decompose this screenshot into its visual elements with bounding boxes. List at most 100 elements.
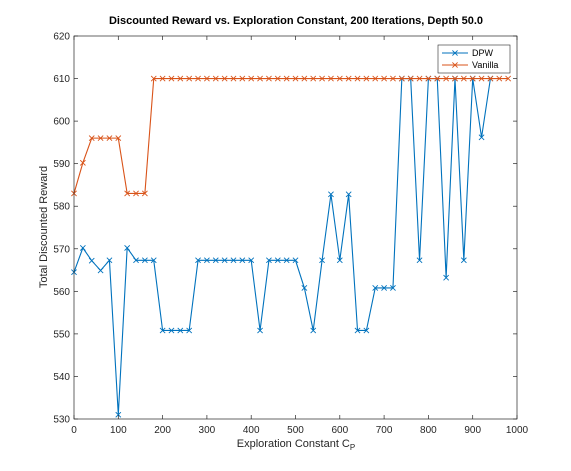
data-point (434, 75, 441, 82)
x-tick-label: 0 (71, 425, 77, 436)
data-point (319, 257, 325, 264)
x-tick-label: 500 (287, 425, 304, 436)
x-tick-label: 900 (464, 425, 481, 436)
data-point (141, 257, 148, 264)
data-point (283, 257, 290, 264)
data-point (310, 75, 317, 82)
data-point (115, 411, 122, 418)
data-point (478, 134, 485, 141)
data-point (133, 190, 139, 197)
data-point (159, 75, 166, 82)
legend-marker (452, 50, 458, 56)
data-point (266, 75, 272, 82)
series-line-dpw (73, 78, 491, 415)
data-point (390, 285, 396, 291)
x-tick-label: 1000 (506, 425, 529, 436)
data-point (212, 75, 219, 82)
data-point (168, 327, 175, 334)
data-point (79, 245, 86, 251)
legend-item-dpw: DPW (442, 48, 494, 58)
data-point (159, 327, 166, 334)
legend-label: DPW (472, 48, 494, 58)
y-tick-label: 540 (53, 372, 70, 383)
data-point (487, 75, 494, 82)
data-point (248, 257, 255, 264)
x-tick-label: 800 (420, 425, 437, 436)
data-point (345, 191, 352, 198)
data-point (266, 257, 272, 264)
data-point (345, 75, 352, 82)
data-point (443, 75, 450, 82)
data-point (141, 190, 148, 197)
data-point (150, 75, 157, 82)
data-point (186, 75, 193, 82)
data-point (496, 75, 503, 82)
data-point (124, 190, 131, 197)
data-point (460, 257, 467, 264)
data-point (301, 75, 308, 82)
data-point (150, 257, 157, 264)
data-point (177, 327, 184, 334)
series-vanilla (71, 75, 512, 197)
x-axis-label: Exploration Constant CP (237, 438, 355, 452)
data-point (106, 135, 113, 142)
data-point (203, 75, 210, 82)
data-point (124, 245, 131, 251)
data-point (274, 257, 281, 264)
data-point (248, 75, 255, 82)
ticks-layer: 0 100 200 300 400 500 600 700 800 900 1000 530 540 55… (53, 32, 528, 437)
data-point (292, 257, 299, 264)
x-tick-label: 400 (243, 425, 260, 436)
data-point (177, 75, 184, 82)
data-point (407, 75, 414, 82)
data-point (363, 327, 370, 334)
data-point (88, 257, 95, 264)
data-point (460, 75, 467, 82)
y-tick-label: 620 (53, 32, 70, 43)
data-point (195, 257, 201, 264)
data-point (505, 75, 512, 82)
legend-label: Vanilla (472, 60, 498, 70)
x-axis-label-subscript: P (350, 443, 355, 452)
x-axis-label-main: Exploration Constant C (237, 438, 350, 450)
data-point (283, 75, 290, 82)
data-point (390, 75, 396, 82)
legend-box (437, 44, 511, 74)
data-point (319, 75, 325, 82)
y-tick-label: 530 (53, 415, 70, 426)
data-point (398, 75, 405, 82)
data-point (301, 285, 308, 291)
x-tick-label: 300 (199, 425, 216, 436)
data-point (425, 75, 432, 82)
data-point (106, 257, 113, 264)
x-tick-label: 600 (331, 425, 348, 436)
data-point (239, 75, 246, 82)
series-dpw (71, 75, 494, 418)
data-point (133, 257, 139, 264)
data-point (354, 327, 361, 334)
data-point (381, 75, 388, 82)
y-axis-label: Total Discounted Reward (38, 166, 50, 288)
data-point (257, 327, 263, 334)
data-point (79, 159, 86, 166)
y-tick-label: 580 (53, 202, 70, 213)
data-point (168, 75, 175, 82)
data-point (88, 135, 95, 142)
data-point (221, 75, 228, 82)
data-point (416, 257, 423, 264)
x-tick-label: 100 (110, 425, 127, 436)
data-point (381, 285, 388, 291)
data-point (186, 327, 193, 334)
data-point (363, 75, 370, 82)
data-point (115, 135, 122, 142)
data-point (212, 257, 219, 264)
data-point (416, 75, 423, 82)
data-point (328, 75, 334, 82)
data-point (239, 257, 246, 264)
x-tick-label: 200 (154, 425, 171, 436)
data-point (195, 75, 201, 82)
data-point (372, 75, 379, 82)
data-point (443, 274, 450, 281)
data-point (230, 257, 237, 264)
